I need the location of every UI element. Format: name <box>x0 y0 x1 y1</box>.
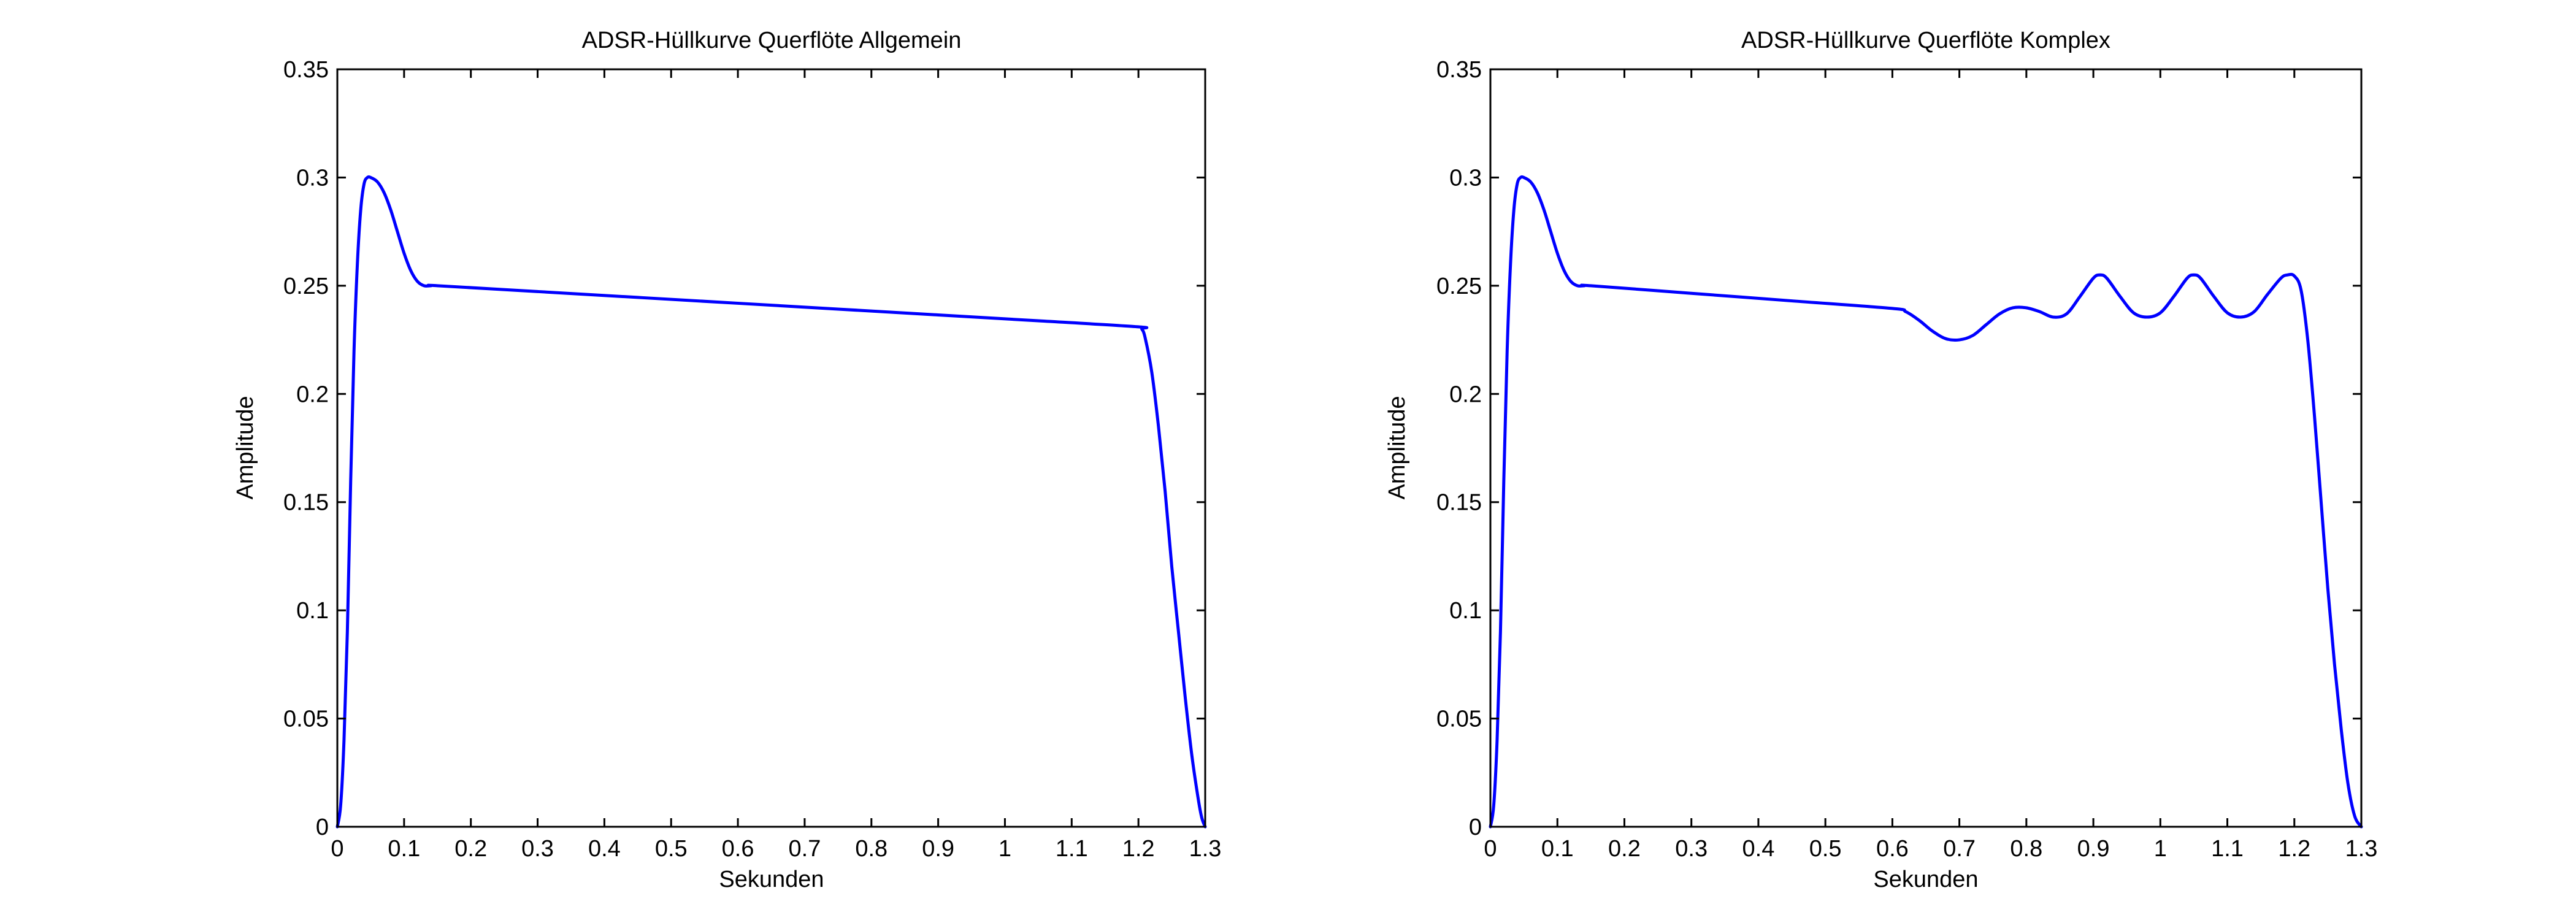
x-tick-label: 0.7 <box>1943 836 1976 862</box>
y-tick-label: 0.35 <box>1436 57 1482 83</box>
x-tick-label: 0.2 <box>454 836 487 862</box>
y-tick-label: 0.25 <box>283 274 329 299</box>
x-axis-label: Sekunden <box>719 867 824 892</box>
x-tick-label: 1 <box>999 836 1011 862</box>
x-tick-label: 0.4 <box>1742 836 1775 862</box>
plot-frame <box>1489 68 2363 828</box>
x-tick-label: 1.1 <box>1056 836 1088 862</box>
y-tick-label: 0.1 <box>1449 598 1482 624</box>
x-tick-label: 0.8 <box>2010 836 2042 862</box>
y-tick-label: 0.05 <box>1436 707 1482 732</box>
x-tick-label: 1.1 <box>2211 836 2244 862</box>
x-tick-label: 0.1 <box>388 836 420 862</box>
x-tick-label: 0.3 <box>1675 836 1708 862</box>
x-tick-label: 0.8 <box>855 836 887 862</box>
y-tick-label: 0 <box>316 815 329 840</box>
y-tick-label: 0 <box>1469 815 1482 840</box>
x-tick-label: 1.3 <box>2345 836 2378 862</box>
plot-komplex: ADSR-Hüllkurve Querflöte Komplex 0 0.1 0.2… <box>1384 28 2377 892</box>
x-tick-label: 0.1 <box>1541 836 1574 862</box>
y-tick-label: 0.3 <box>1449 165 1482 191</box>
series-line <box>335 175 1207 829</box>
y-tick-label: 0.35 <box>283 57 329 83</box>
y-tick-label: 0.15 <box>283 490 329 516</box>
y-axis-label: Amplitude <box>232 396 258 500</box>
x-tick-label: 0.9 <box>922 836 954 862</box>
y-tick-label: 0.25 <box>1436 274 1482 299</box>
x-tick-label: 0 <box>331 836 343 862</box>
x-tick-label: 0.5 <box>655 836 688 862</box>
y-axis-label: Amplitude <box>1384 396 1410 500</box>
y-tick-label: 0.2 <box>296 381 329 407</box>
x-tick-label: 0.6 <box>722 836 754 862</box>
y-tick-label: 0.3 <box>296 165 329 191</box>
series-layer <box>1489 175 2363 829</box>
y-tick-label: 0.2 <box>1449 381 1482 407</box>
chart-title: ADSR-Hüllkurve Querflöte Allgemein <box>582 28 962 53</box>
x-tick-label: 0.7 <box>789 836 821 862</box>
x-tick-label: 0.2 <box>1608 836 1641 862</box>
ticks-layer: 0 0.1 0.2 0.3 0.4 0.5 0.6 0.7 0.8 0.9 1 1.1 1.2 1.3 0 0… <box>1436 57 2377 862</box>
plot-allgemein: ADSR-Hüllkurve Querflöte Allgemein 0 0.1 0… <box>232 28 1221 892</box>
y-tick-label: 0.1 <box>296 598 329 624</box>
x-tick-label: 0 <box>1484 836 1497 862</box>
x-tick-label: 1.3 <box>1189 836 1222 862</box>
y-tick-label: 0.15 <box>1436 490 1482 516</box>
x-tick-label: 0.6 <box>1876 836 1909 862</box>
x-tick-label: 1.2 <box>1122 836 1155 862</box>
series-layer <box>335 175 1207 829</box>
x-tick-label: 0.4 <box>588 836 621 862</box>
x-tick-label: 1 <box>2154 836 2167 862</box>
x-tick-label: 0.5 <box>1809 836 1842 862</box>
series-line <box>1489 175 2363 829</box>
x-tick-label: 1.2 <box>2278 836 2310 862</box>
y-tick-label: 0.05 <box>283 707 329 732</box>
plot-frame <box>336 68 1206 828</box>
x-tick-label: 0.9 <box>2077 836 2110 862</box>
x-tick-label: 0.3 <box>521 836 554 862</box>
ticks-layer: 0 0.1 0.2 0.3 0.4 0.5 0.6 0.7 0.8 0.9 1 1.1 1.2 1.3 0 0… <box>283 57 1221 862</box>
x-axis-label: Sekunden <box>1873 867 1978 892</box>
chart-title: ADSR-Hüllkurve Querflöte Komplex <box>1741 28 2110 53</box>
